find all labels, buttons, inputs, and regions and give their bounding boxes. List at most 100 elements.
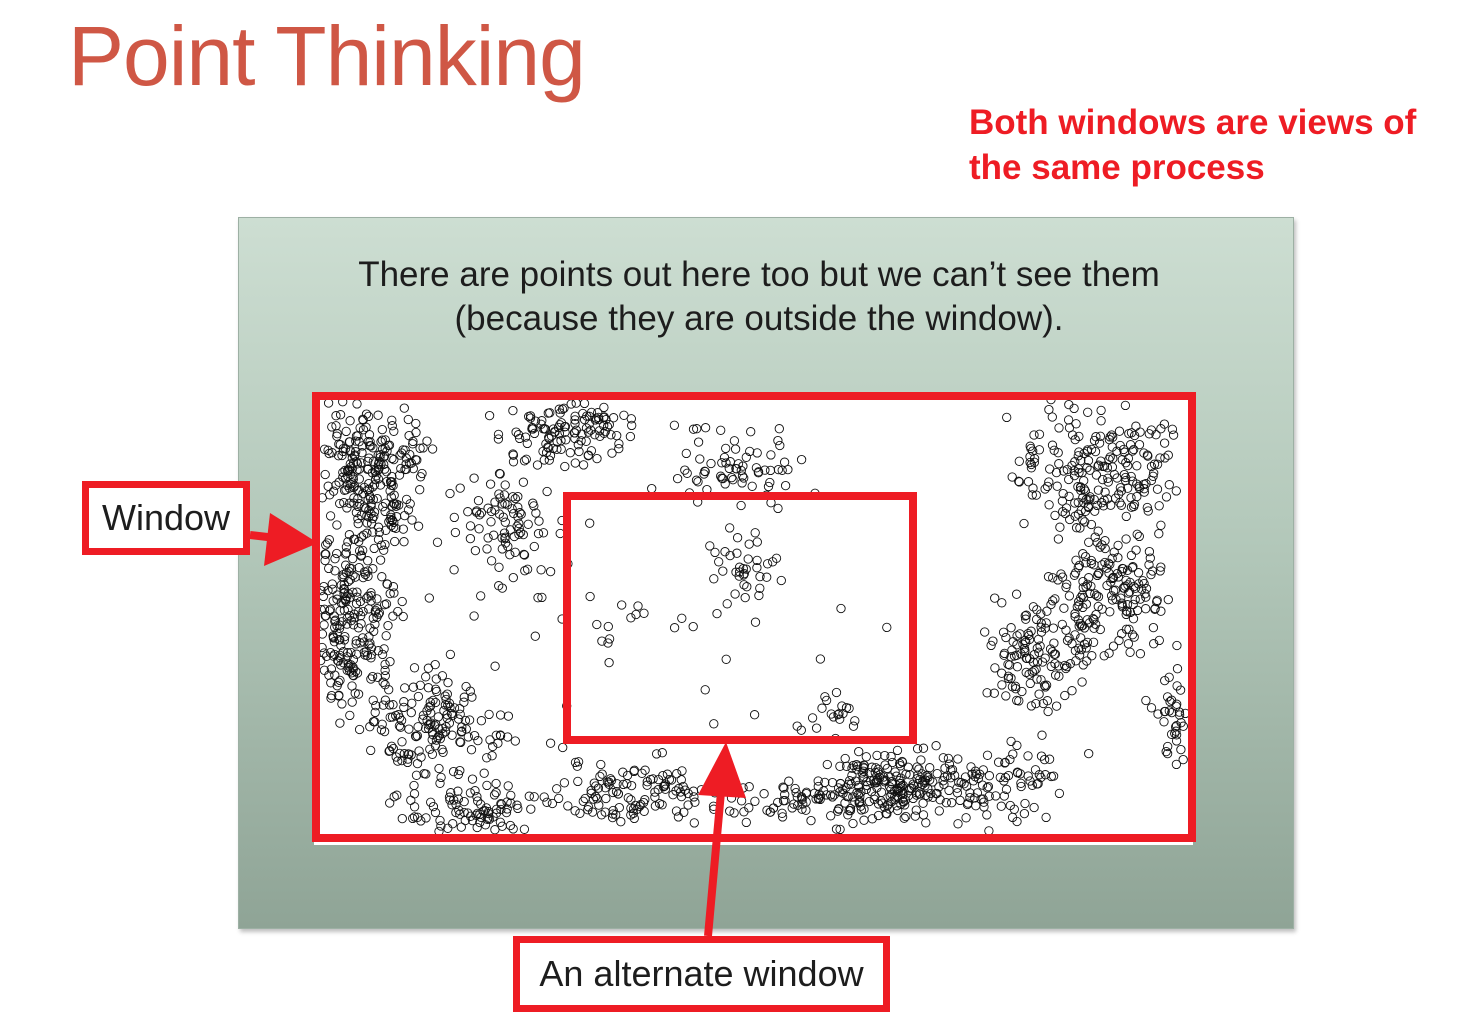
scatter-point [368, 695, 378, 705]
scatter-point [1125, 647, 1135, 657]
scatter-point [817, 703, 827, 713]
slide-title: Point Thinking [68, 9, 586, 103]
scatter-point [320, 549, 330, 559]
scatter-point [759, 789, 769, 799]
scatter-point [1012, 740, 1022, 751]
scatter-point [1076, 455, 1086, 466]
scatter-point [415, 485, 425, 495]
scatter-point [432, 537, 443, 547]
scatter-point [388, 611, 398, 621]
scatter-point [742, 582, 752, 592]
scatter-point [931, 741, 941, 751]
scatter-point [1053, 534, 1064, 544]
scatter-point [669, 623, 680, 633]
scatter-point [1180, 708, 1191, 719]
scatter-point [1055, 522, 1065, 532]
scatter-point [469, 473, 479, 483]
scatter-point [1019, 518, 1029, 529]
scatter-point [575, 808, 585, 818]
scatter-point [1123, 639, 1134, 649]
scatter-point [597, 769, 607, 779]
scatter-point [385, 656, 395, 667]
scatter-point [397, 596, 407, 607]
scatter-point [511, 427, 521, 437]
scatter-point [570, 458, 580, 468]
scatter-point [1102, 463, 1113, 473]
scatter-point [487, 751, 497, 761]
scatter-point [716, 425, 726, 435]
scatter-point [345, 416, 355, 426]
scatter-point [677, 766, 687, 776]
scatter-point [626, 795, 636, 805]
scatter-point [784, 776, 794, 786]
scatter-point [409, 802, 420, 812]
scatter-point [533, 528, 544, 539]
scatter-point [1172, 664, 1183, 674]
scatter-point [325, 511, 336, 521]
scatter-point [1121, 511, 1131, 522]
scatter-point [1139, 578, 1149, 589]
scatter-point [608, 413, 619, 423]
scatter-point [578, 460, 589, 470]
scatter-point [469, 611, 479, 621]
scatter-point [1096, 405, 1106, 416]
scatter-point [542, 797, 552, 807]
scatter-point [476, 508, 487, 518]
scatter-point [1141, 695, 1151, 706]
scatter-point [424, 593, 434, 603]
scatter-point [377, 424, 387, 435]
scatter-point [1146, 703, 1157, 713]
scatter-point [430, 807, 441, 818]
scatter-point [780, 480, 791, 491]
scatter-point [1135, 649, 1146, 659]
scatter-point [831, 687, 842, 698]
scatter-point [337, 699, 347, 709]
scatter-point [747, 481, 757, 491]
scatter-point [1141, 583, 1152, 594]
scatter-point [330, 554, 340, 564]
scatter-point [404, 430, 414, 441]
scatter-point [1023, 751, 1033, 761]
scatter-point [944, 785, 954, 796]
scatter-point [743, 554, 753, 564]
scatter-point [688, 621, 698, 632]
scatter-point [619, 410, 629, 420]
scatter-point [403, 505, 414, 515]
scatter-point [982, 750, 993, 760]
scatter-point [526, 804, 536, 814]
scatter-point [1054, 788, 1065, 799]
scatter-point [509, 531, 519, 542]
scatter-point [595, 771, 605, 782]
scatter-point [693, 437, 704, 447]
scatter-point [563, 801, 573, 811]
scatter-point [434, 826, 444, 837]
scatter-point [706, 458, 716, 469]
scatter-point [1062, 579, 1072, 589]
scatter-point [1011, 589, 1022, 599]
scatter-point [1052, 481, 1062, 491]
scatter-point [725, 523, 735, 533]
scatter-point [397, 737, 407, 747]
scatter-point [1014, 456, 1024, 466]
scatter-point [545, 738, 556, 748]
scatter-point [1097, 474, 1108, 485]
scatter-point [316, 655, 326, 666]
scatter-point [746, 427, 756, 437]
scatter-point [1131, 421, 1141, 431]
scatter-point [700, 685, 710, 695]
scatter-point [328, 584, 338, 594]
scatter-point [729, 436, 740, 446]
scatter-point [531, 508, 541, 518]
scatter-point [730, 589, 740, 599]
scatter-point [406, 795, 416, 805]
scatter-point [625, 431, 636, 442]
scatter-point [500, 480, 510, 490]
scatter-point [332, 520, 342, 530]
scatter-point [536, 565, 546, 575]
scatter-point [998, 627, 1009, 637]
scatter-point [437, 744, 447, 755]
scatter-point [1047, 440, 1058, 450]
scatter-point [379, 726, 390, 737]
scatter-point [508, 572, 518, 583]
scatter-point [984, 826, 994, 836]
